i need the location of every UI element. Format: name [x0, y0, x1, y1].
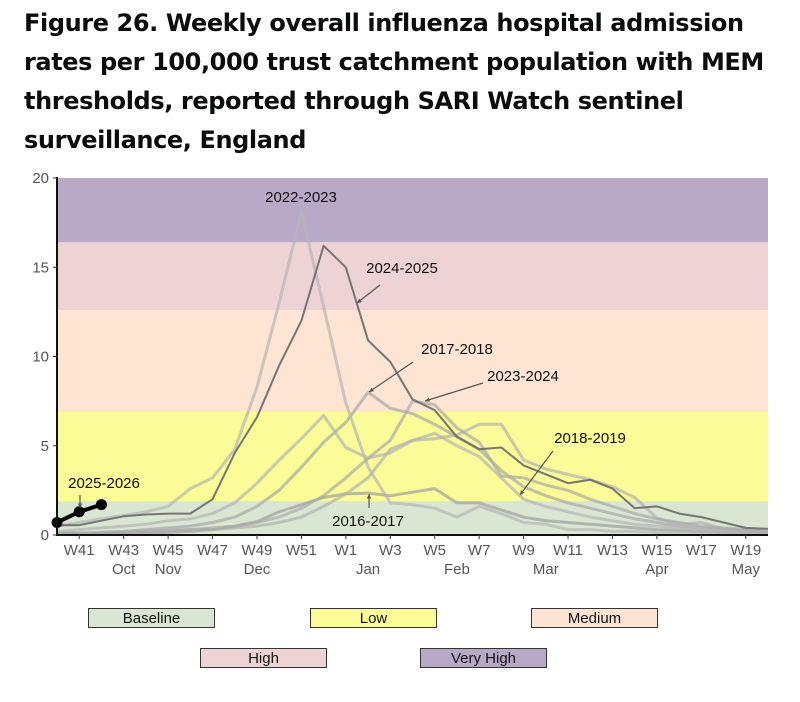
data-point-2025-2026-w41 — [73, 506, 85, 518]
legend-item-high: High — [200, 648, 327, 668]
legend-item-very-high: Very High — [420, 648, 547, 668]
band-low — [57, 411, 768, 502]
series-label-2016-2017: 2016-2017 — [332, 513, 404, 530]
y-tick-label: 0 — [41, 527, 49, 544]
x-tick-label: W47 — [197, 542, 228, 559]
series-label-2024-2025: 2024-2025 — [366, 260, 438, 277]
x-tick-label: W45 — [153, 542, 184, 559]
x-tick-label: W13 — [597, 542, 628, 559]
series-label-2025-2026: 2025-2026 — [68, 475, 140, 492]
band-very-high — [57, 178, 768, 243]
series-line-2022-2023 — [56, 210, 768, 536]
x-tick-label: W1 — [335, 542, 358, 559]
series-line-2019-2020 — [56, 413, 769, 535]
month-label: Nov — [155, 561, 182, 578]
series-label-2023-2024: 2023-2024 — [487, 368, 559, 385]
legend-item-medium: Medium — [531, 608, 658, 628]
month-label: Mar — [533, 561, 559, 578]
x-tick-label: W17 — [686, 542, 717, 559]
annotation-arrowhead-2025-2026 — [77, 503, 83, 508]
x-tick-label: W41 — [64, 542, 95, 559]
legend-item-baseline: Baseline — [88, 608, 215, 628]
annotation-arrowhead-2024-2025 — [357, 298, 362, 303]
band-high — [57, 242, 768, 311]
annotation-arrow-2018-2019 — [519, 450, 554, 496]
month-label: Feb — [444, 561, 470, 578]
x-tick-label: W43 — [108, 542, 139, 559]
month-label: Apr — [645, 561, 668, 578]
x-tick-label: W3 — [379, 542, 402, 559]
x-tick-label: W9 — [512, 542, 535, 559]
annotation-arrow-2017-2018 — [368, 361, 414, 393]
annotation-arrowhead-2016-2017 — [366, 494, 372, 499]
y-tick-label: 20 — [32, 170, 49, 187]
y-tick-label: 15 — [32, 259, 49, 276]
x-tick-label: W5 — [423, 542, 446, 559]
series-line-2017-2018 — [57, 390, 769, 535]
annotation-arrow-2023-2024 — [424, 382, 484, 402]
x-tick-label: W15 — [641, 542, 672, 559]
annotation-arrow-2024-2025 — [356, 284, 381, 304]
month-label: Oct — [112, 561, 136, 578]
y-tick-label: 10 — [32, 349, 49, 366]
annotation-arrowhead-2018-2019 — [520, 490, 525, 495]
x-tick-label: W51 — [286, 542, 317, 559]
legend-item-low: Low — [310, 608, 437, 628]
series-label-2022-2023: 2022-2023 — [265, 189, 337, 206]
x-tick-label: W11 — [553, 542, 583, 559]
y-tick-label: 5 — [41, 438, 49, 455]
annotation-arrowhead-2023-2024 — [425, 397, 430, 402]
series-line-2024-2025 — [57, 244, 769, 530]
x-tick-label: W7 — [468, 542, 491, 559]
threshold-bands — [57, 178, 768, 535]
x-tick-label: W19 — [730, 542, 761, 559]
month-label: May — [732, 561, 761, 578]
series-label-2017-2018: 2017-2018 — [421, 341, 493, 358]
annotation-arrowhead-2017-2018 — [369, 387, 374, 392]
series-label-2018-2019: 2018-2019 — [554, 430, 626, 447]
axes: 0 5 10 15 20 W41 W43 W45 W47 W49 W51 W1 W3 W5 W7 W9 W11 W… — [32, 170, 768, 578]
month-label: Jan — [356, 561, 380, 578]
data-point-2025-2026-w42 — [95, 499, 107, 511]
month-label: Dec — [244, 561, 271, 578]
band-medium — [57, 310, 768, 412]
chart-title: Figure 26. Weekly overall influenza hosp… — [24, 9, 764, 154]
annotations: 2022-2023 2024-2025 2017-2018 2023-2024 2018… — [68, 189, 626, 530]
x-tick-label: W49 — [242, 542, 273, 559]
series-lines — [51, 210, 769, 536]
series-line-2023-2024 — [57, 399, 769, 535]
